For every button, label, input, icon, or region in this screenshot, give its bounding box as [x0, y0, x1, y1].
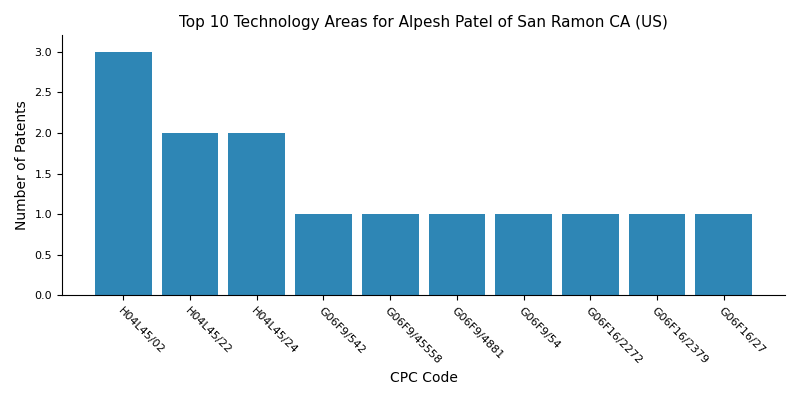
- Bar: [295, 214, 352, 296]
- Bar: [629, 214, 686, 296]
- Bar: [162, 133, 218, 296]
- Y-axis label: Number of Patents: Number of Patents: [15, 100, 29, 230]
- Bar: [429, 214, 486, 296]
- Bar: [362, 214, 418, 296]
- Bar: [562, 214, 618, 296]
- X-axis label: CPC Code: CPC Code: [390, 371, 458, 385]
- Bar: [695, 214, 752, 296]
- Title: Top 10 Technology Areas for Alpesh Patel of San Ramon CA (US): Top 10 Technology Areas for Alpesh Patel…: [179, 15, 668, 30]
- Bar: [228, 133, 285, 296]
- Bar: [95, 52, 152, 296]
- Bar: [495, 214, 552, 296]
